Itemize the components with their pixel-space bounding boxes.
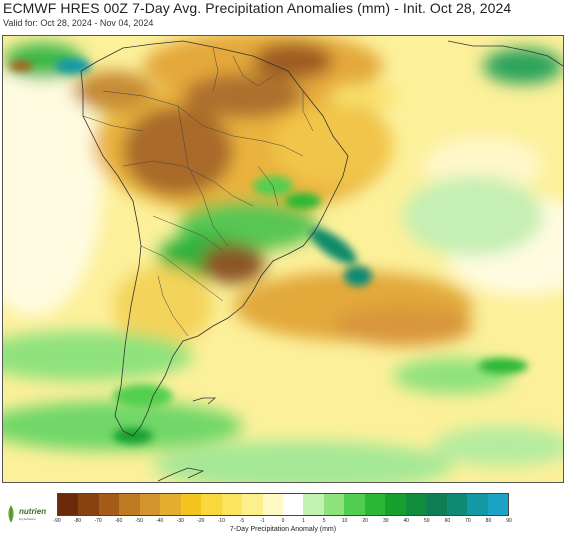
colorbar-tick-label: 1 <box>302 518 305 524</box>
colorbar-tick-label: -70 <box>94 518 102 524</box>
colorbar-tick-label: 80 <box>485 518 492 524</box>
chart-title: ECMWF HRES 00Z 7-Day Avg. Precipitation … <box>3 0 512 16</box>
colorbar <box>57 493 509 516</box>
colorbar-swatch <box>160 494 181 515</box>
colorbar-tick-label: 5 <box>322 518 326 524</box>
logo-tagline: Ag Solutions <box>19 517 36 521</box>
colorbar-tick-label: -90 <box>53 518 61 524</box>
colorbar-swatch <box>426 494 447 515</box>
colorbar-swatch <box>201 494 222 515</box>
colorbar-tick-label: 40 <box>403 518 410 524</box>
colorbar-tick-label: -80 <box>73 518 82 524</box>
colorbar-tick-label: 70 <box>465 518 471 524</box>
colorbar-swatch <box>467 494 488 515</box>
colorbar-tick-label: -5 <box>239 518 245 524</box>
colorbar-tick-label: 30 <box>382 518 389 524</box>
country-borders <box>82 47 314 337</box>
anomaly-detail <box>9 58 528 444</box>
colorbar-swatch <box>487 494 508 515</box>
precipitation-anomaly-map <box>2 35 564 483</box>
colorbar-swatch <box>98 494 120 515</box>
colorbar-tick-label: -10 <box>217 518 225 524</box>
colorbar-swatch <box>119 494 140 515</box>
colorbar-tick-label: 0 <box>281 518 285 524</box>
colorbar-swatch <box>221 494 243 515</box>
colorbar-swatch <box>139 494 161 515</box>
colorbar-swatch <box>405 494 427 515</box>
colorbar-swatch <box>58 494 79 515</box>
valid-dates: Valid for: Oct 28, 2024 - Nov 04, 2024 <box>3 18 154 28</box>
colorbar-tick-label: 10 <box>341 518 348 524</box>
colorbar-tick-label: 20 <box>362 518 368 524</box>
colorbar-swatch <box>180 494 202 515</box>
colorbar-tick-label: 60 <box>444 518 451 524</box>
colorbar-swatch <box>242 494 263 515</box>
colorbar-swatch <box>344 494 365 515</box>
colorbar-swatch <box>446 494 468 515</box>
colorbar-tick-label: 90 <box>506 518 512 524</box>
colorbar-label: 7-Day Precipitation Anomaly (mm) <box>229 526 337 533</box>
footer: nutrien Ag Solutions -90 -80 -70 -60 -50 -40-… <box>0 484 569 535</box>
colorbar-swatch <box>364 494 386 515</box>
coastlines <box>80 40 563 482</box>
colorbar-swatch <box>262 494 283 515</box>
colorbar-swatch <box>78 494 99 515</box>
colorbar-swatch <box>323 494 345 515</box>
colorbar-tick-label: -30 <box>176 518 184 524</box>
colorbar-swatch <box>385 494 406 515</box>
logo-name: nutrien <box>19 507 47 516</box>
colorbar-tick-label: -40 <box>156 518 164 524</box>
colorbar-ticks: -90 -80 -70 -60 -50 -40 -30 -20 -10 -5 -1 0 1 5 10 20 30… <box>53 518 512 526</box>
colorbar-tick-label: -1 <box>260 518 265 524</box>
colorbar-tick-label: -20 <box>197 518 205 524</box>
nutrien-logo: nutrien Ag Solutions <box>5 502 49 528</box>
colorbar-swatch <box>282 494 304 515</box>
map-svg <box>3 36 563 482</box>
anomaly-field <box>3 36 563 482</box>
leaf-icon <box>8 505 14 523</box>
colorbar-tick-label: 50 <box>424 518 430 524</box>
colorbar-tick-label: -60 <box>115 518 123 524</box>
colorbar-tick-label: -50 <box>135 518 143 524</box>
colorbar-swatch <box>303 494 324 515</box>
